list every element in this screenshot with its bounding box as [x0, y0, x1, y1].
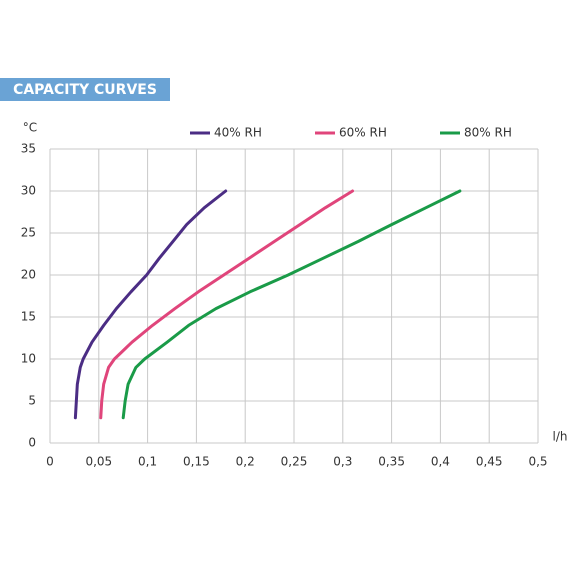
legend-label: 40% RH [214, 126, 262, 140]
y-tick-label: 30 [21, 184, 36, 198]
y-tick-label: 25 [21, 226, 36, 240]
y-tick-label: 35 [21, 142, 36, 156]
legend-label: 60% RH [339, 126, 387, 140]
line-series [73, 189, 228, 420]
line-series [121, 189, 462, 420]
y-tick-label: 15 [21, 310, 36, 324]
x-tick-label: 0,25 [281, 455, 308, 469]
y-tick-label: 20 [21, 268, 36, 282]
title-banner [0, 78, 170, 101]
y-axis-label: °C [23, 121, 37, 135]
x-tick-label: 0,05 [85, 455, 112, 469]
x-tick-label: 0,35 [378, 455, 405, 469]
x-tick-label: 0,4 [431, 455, 450, 469]
x-tick-label: 0,5 [528, 455, 547, 469]
legend-label: 80% RH [464, 126, 512, 140]
x-tick-label: 0,15 [183, 455, 210, 469]
y-tick-label: 10 [21, 352, 36, 366]
line-series [99, 189, 355, 420]
chart-title: CAPACITY CURVES [13, 82, 157, 98]
x-tick-label: 0,1 [138, 455, 157, 469]
x-axis-label: l/h [553, 430, 568, 444]
x-tick-label: 0,45 [476, 455, 503, 469]
x-tick-label: 0,2 [236, 455, 255, 469]
x-tick-label: 0 [46, 455, 54, 469]
y-tick-label: 0 [28, 436, 36, 450]
y-tick-label: 5 [28, 394, 36, 408]
x-tick-label: 0,3 [333, 455, 352, 469]
